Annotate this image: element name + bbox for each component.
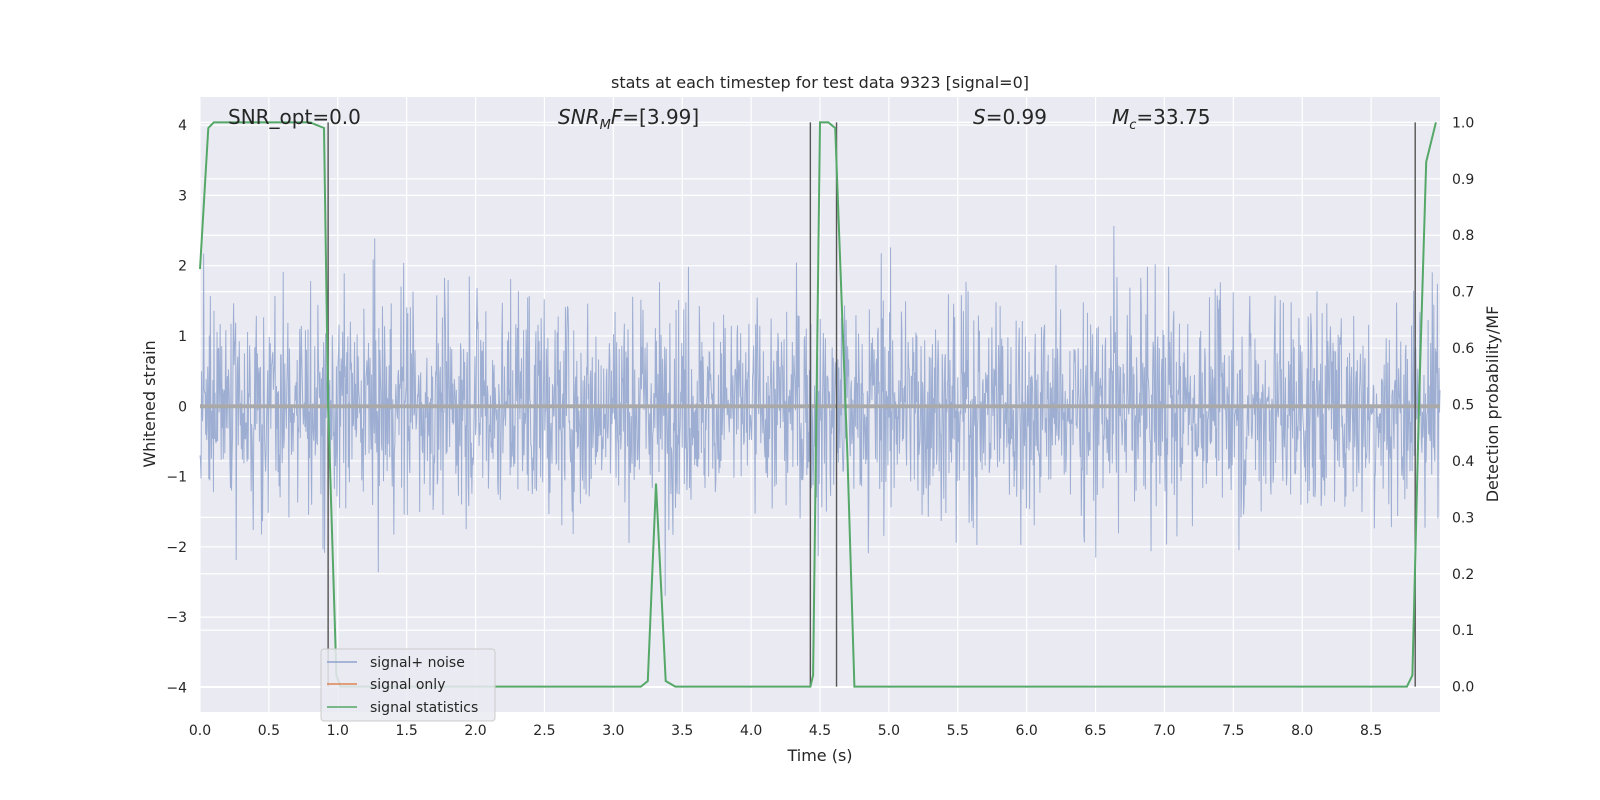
annotation-mc: Mc=33.75	[1112, 105, 1210, 133]
chart-title: stats at each timestep for test data 932…	[611, 73, 1029, 92]
y2-axis-label: Detection probability/MF	[1483, 306, 1502, 503]
y2-tick-label: 0.4	[1452, 454, 1474, 470]
y-tick-label: 2	[178, 259, 187, 275]
legend-label-signal-statistics: signal statistics	[370, 700, 478, 716]
x-tick-label: 0.5	[258, 723, 280, 739]
x-tick-label: 5.5	[947, 723, 969, 739]
mc-symbol: M	[1112, 105, 1129, 129]
snr-mf-value: =[3.99]	[622, 105, 699, 129]
legend-label-signal-noise: signal+ noise	[370, 655, 465, 671]
noise-trace	[199, 225, 1441, 596]
y-tick-label: 0	[178, 399, 187, 415]
y2-tick-label: 0.3	[1452, 510, 1474, 526]
s-value: =0.99	[986, 105, 1047, 129]
y2-tick-label: 0.9	[1452, 172, 1474, 188]
series-signal-noise	[199, 225, 1441, 596]
y2-tick-label: 0.8	[1452, 228, 1474, 244]
x-tick-label: 2.0	[464, 723, 486, 739]
snr-mf-subscript: M	[600, 118, 611, 133]
legend: signal+ noise signal only signal statist…	[320, 648, 496, 722]
x-tick-label: 6.0	[1016, 723, 1038, 739]
x-tick-label: 4.5	[809, 723, 831, 739]
snr-mf-symbol: SNR	[558, 105, 600, 129]
y2-axis-ticks: 0.0 0.1 0.2 0.3 0.4 0.5 0.6 0.7 0.8 0.9 1.0	[1452, 115, 1474, 695]
x-tick-label: 1.0	[327, 723, 349, 739]
mc-subscript: c	[1129, 118, 1136, 133]
x-tick-label: 6.5	[1084, 723, 1106, 739]
y-tick-label: −2	[166, 540, 187, 556]
annotation-s: S=0.99	[973, 105, 1047, 129]
x-tick-label: 8.0	[1291, 723, 1313, 739]
x-tick-label: 1.5	[396, 723, 418, 739]
x-tick-label: 4.0	[740, 723, 762, 739]
annotation-snr-mf: SNRMF=[3.99]	[558, 105, 699, 133]
annotation-snr-opt: SNR_opt=0.0	[228, 105, 361, 129]
y2-tick-label: 0.7	[1452, 285, 1474, 301]
y-tick-label: 1	[178, 329, 187, 345]
s-symbol: S	[973, 105, 986, 129]
x-tick-label: 3.0	[602, 723, 624, 739]
y-axis-label: Whitened strain	[140, 340, 159, 467]
y-axis-ticks: −4 −3 −2 −1 0 1 2 3 4	[166, 118, 187, 696]
y2-tick-label: 0.0	[1452, 680, 1474, 696]
x-axis-label: Time (s)	[786, 746, 852, 765]
y-tick-label: −3	[166, 610, 187, 626]
y2-tick-label: 0.6	[1452, 341, 1474, 357]
series-signal-statistics	[199, 121, 1437, 688]
x-tick-label: 5.0	[878, 723, 900, 739]
x-axis-ticks: 0.0 0.5 1.0 1.5 2.0 2.5 3.0 3.5 4.0 4.5 5.0 5.5 6.0 6…	[189, 723, 1382, 739]
x-tick-label: 0.0	[189, 723, 211, 739]
snr-mf-after: F	[611, 105, 623, 129]
legend-box	[320, 648, 496, 722]
y-tick-label: 4	[178, 118, 187, 134]
y-tick-label: −1	[166, 470, 187, 486]
y2-tick-label: 0.2	[1452, 567, 1474, 583]
y2-tick-label: 0.1	[1452, 623, 1474, 639]
x-tick-label: 2.5	[533, 723, 555, 739]
y2-tick-label: 0.5	[1452, 398, 1474, 414]
mc-value: =33.75	[1136, 105, 1210, 129]
y2-tick-label: 1.0	[1452, 115, 1474, 131]
y-tick-label: 3	[178, 188, 187, 204]
x-tick-label: 7.5	[1222, 723, 1244, 739]
x-tick-label: 3.5	[671, 723, 693, 739]
x-tick-label: 7.0	[1153, 723, 1175, 739]
x-tick-label: 8.5	[1360, 723, 1382, 739]
legend-label-signal-only: signal only	[370, 677, 445, 693]
y-tick-label: −4	[166, 680, 187, 696]
